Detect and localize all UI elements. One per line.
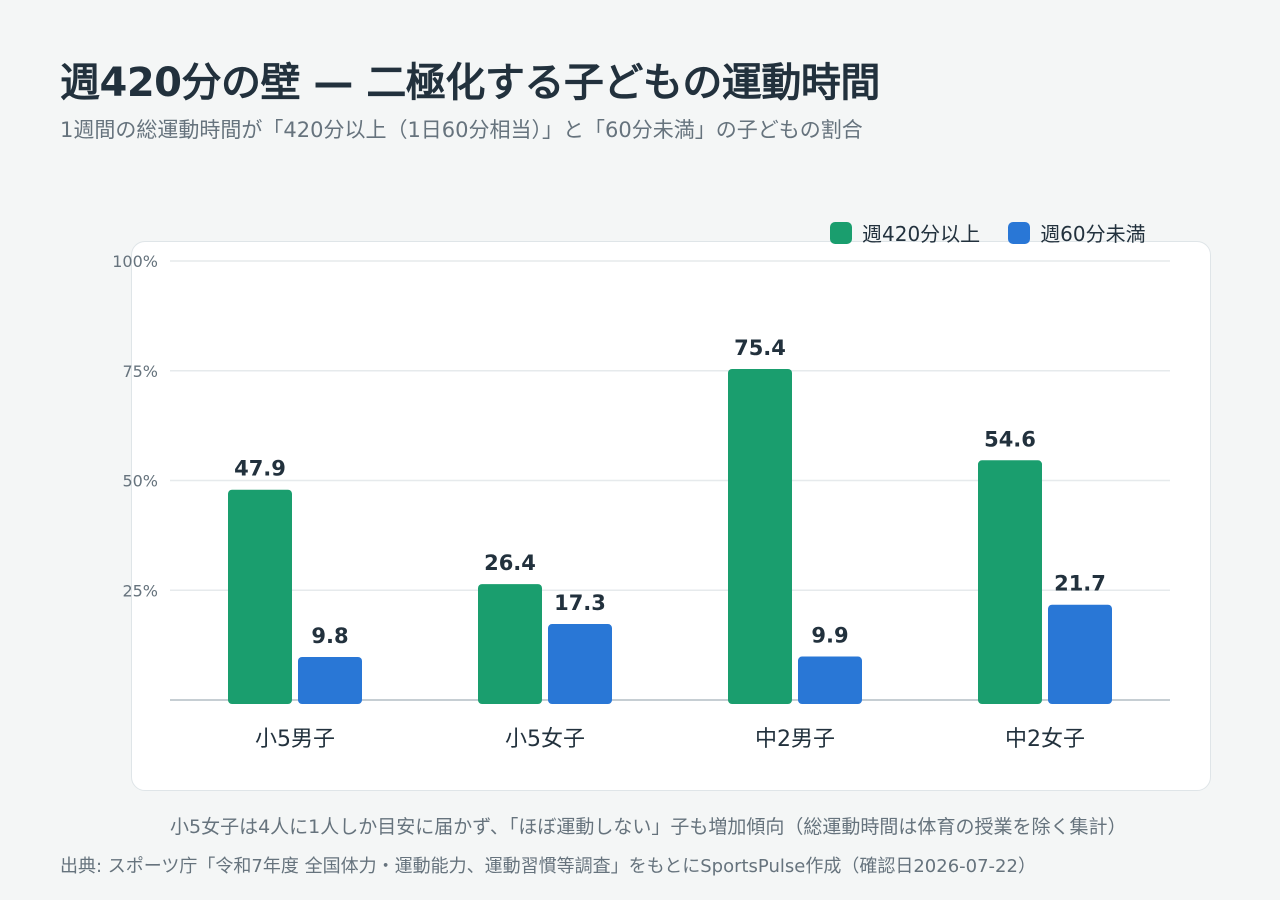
y-tick-label: 25%	[122, 581, 158, 600]
data-label: 9.8	[311, 624, 348, 648]
data-label: 9.9	[811, 624, 848, 648]
data-label: 17.3	[554, 591, 606, 615]
y-tick-label: 50%	[122, 472, 158, 491]
chart-title: 週420分の壁 — 二極化する子どもの運動時間	[60, 60, 880, 106]
data-label: 26.4	[484, 551, 536, 575]
data-label: 21.7	[1054, 572, 1106, 596]
legend-label-420: 週420分以上	[862, 222, 981, 246]
legend-swatch-60	[1008, 221, 1031, 244]
x-tick-label: 中2女子	[1005, 727, 1085, 752]
bar	[478, 584, 542, 704]
chart-note: 小5女子は4人に1人しか目安に届かず、「ほぼ運動しない」子も増加傾向（総運動時間…	[170, 816, 1127, 838]
bar	[798, 656, 862, 704]
bar	[978, 460, 1042, 704]
legend-item-60: 週60分未満	[1008, 218, 1146, 247]
bar	[228, 489, 292, 704]
legend: 週420分以上 週60分未満	[830, 218, 1146, 247]
x-tick-label: 中2男子	[755, 727, 835, 752]
x-tick-label: 小5女子	[505, 727, 585, 752]
y-tick-label: 75%	[122, 362, 158, 381]
y-tick-label: 100%	[112, 252, 158, 271]
data-label: 47.9	[234, 457, 286, 481]
bar	[298, 656, 362, 704]
chart-source: 出典: スポーツ庁「令和7年度 全国体力・運動能力、運動習慣等調査」をもとにSp…	[60, 856, 1036, 877]
data-label: 75.4	[734, 336, 786, 360]
bar	[548, 624, 612, 704]
data-label: 54.6	[984, 427, 1036, 451]
x-tick-label: 小5男子	[255, 727, 335, 752]
bar	[728, 368, 792, 704]
legend-item-420: 週420分以上	[830, 218, 980, 247]
bar	[1048, 604, 1112, 704]
chart-subtitle: 1週間の総運動時間が「420分以上（1日60分相当）」と「60分未満」の子どもの…	[60, 118, 863, 142]
legend-label-60: 週60分未満	[1040, 222, 1146, 246]
legend-swatch-420	[830, 221, 852, 244]
